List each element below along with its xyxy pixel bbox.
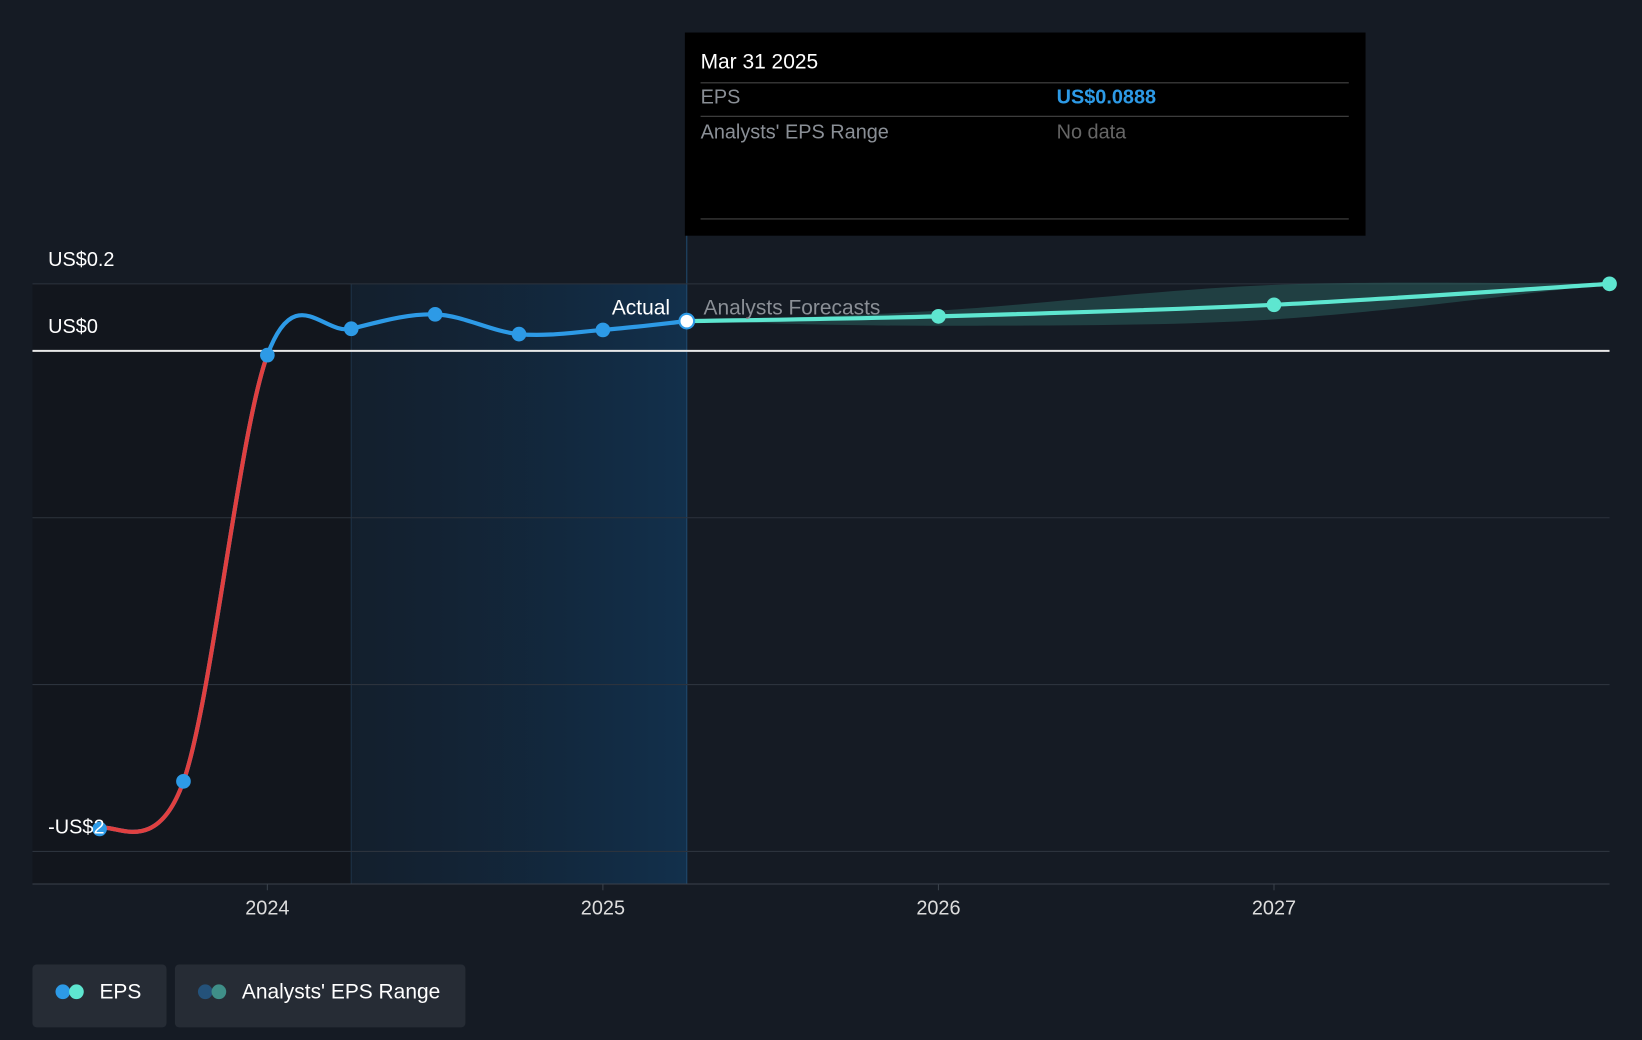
legend-label: Analysts' EPS Range [242, 980, 440, 1003]
eps-point [343, 321, 359, 337]
x-tick-label: 2026 [916, 897, 960, 919]
eps-point [176, 774, 191, 789]
eps-line-negative [98, 350, 272, 834]
tooltip-label: Analysts' EPS Range [701, 121, 889, 143]
eps-point [678, 312, 696, 330]
tooltip-box [684, 32, 1366, 236]
legend-label: EPS [99, 980, 141, 1003]
y-tick-label: -US$2 [48, 817, 104, 839]
tooltip-label: EPS [701, 87, 741, 109]
legend: EPS Analysts' EPS Range [32, 964, 466, 1028]
tooltip-value: US$0.0888 [1057, 87, 1156, 109]
x-tick-label: 2024 [245, 897, 289, 919]
tooltip-date: Mar 31 2025 [701, 50, 819, 73]
labels: US$0.2 US$0 -US$2 2024 2025 2026 2027 Actual Ana… [48, 249, 1296, 919]
eps-point [595, 322, 611, 338]
legend-swatch [197, 984, 213, 1000]
background [32, 235, 688, 884]
x-tick-label: 2027 [1252, 897, 1296, 919]
y-tick-label: US$0.2 [48, 249, 114, 271]
eps-point [511, 326, 527, 342]
eps-point [427, 307, 443, 322]
tooltip: Mar 31 2025 EPS US$0.0888 Analysts' EPS … [684, 32, 1366, 236]
legend-swatch [211, 984, 227, 1000]
actual-label: Actual [612, 297, 670, 320]
highlight-region [351, 283, 687, 884]
legend-swatch [55, 984, 71, 1000]
eps-point [931, 309, 946, 324]
eps-point [1602, 276, 1617, 292]
legend-item[interactable]: EPS [32, 964, 167, 1028]
grid [32, 283, 1610, 891]
y-tick-label: US$0 [48, 316, 98, 338]
eps-point [1266, 297, 1282, 313]
x-tick-label: 2025 [581, 897, 625, 919]
eps-point [92, 821, 107, 837]
tooltip-value: No data [1057, 121, 1128, 143]
past-region [32, 283, 352, 884]
forecast-label: Analysts Forecasts [704, 297, 881, 320]
legend-item[interactable]: Analysts' EPS Range [174, 964, 466, 1028]
eps-point [260, 347, 275, 363]
marks [92, 276, 1617, 837]
eps-line [686, 281, 1610, 324]
legend-box [174, 964, 466, 1028]
legend-box [32, 964, 167, 1028]
legend-swatch [69, 984, 84, 1000]
